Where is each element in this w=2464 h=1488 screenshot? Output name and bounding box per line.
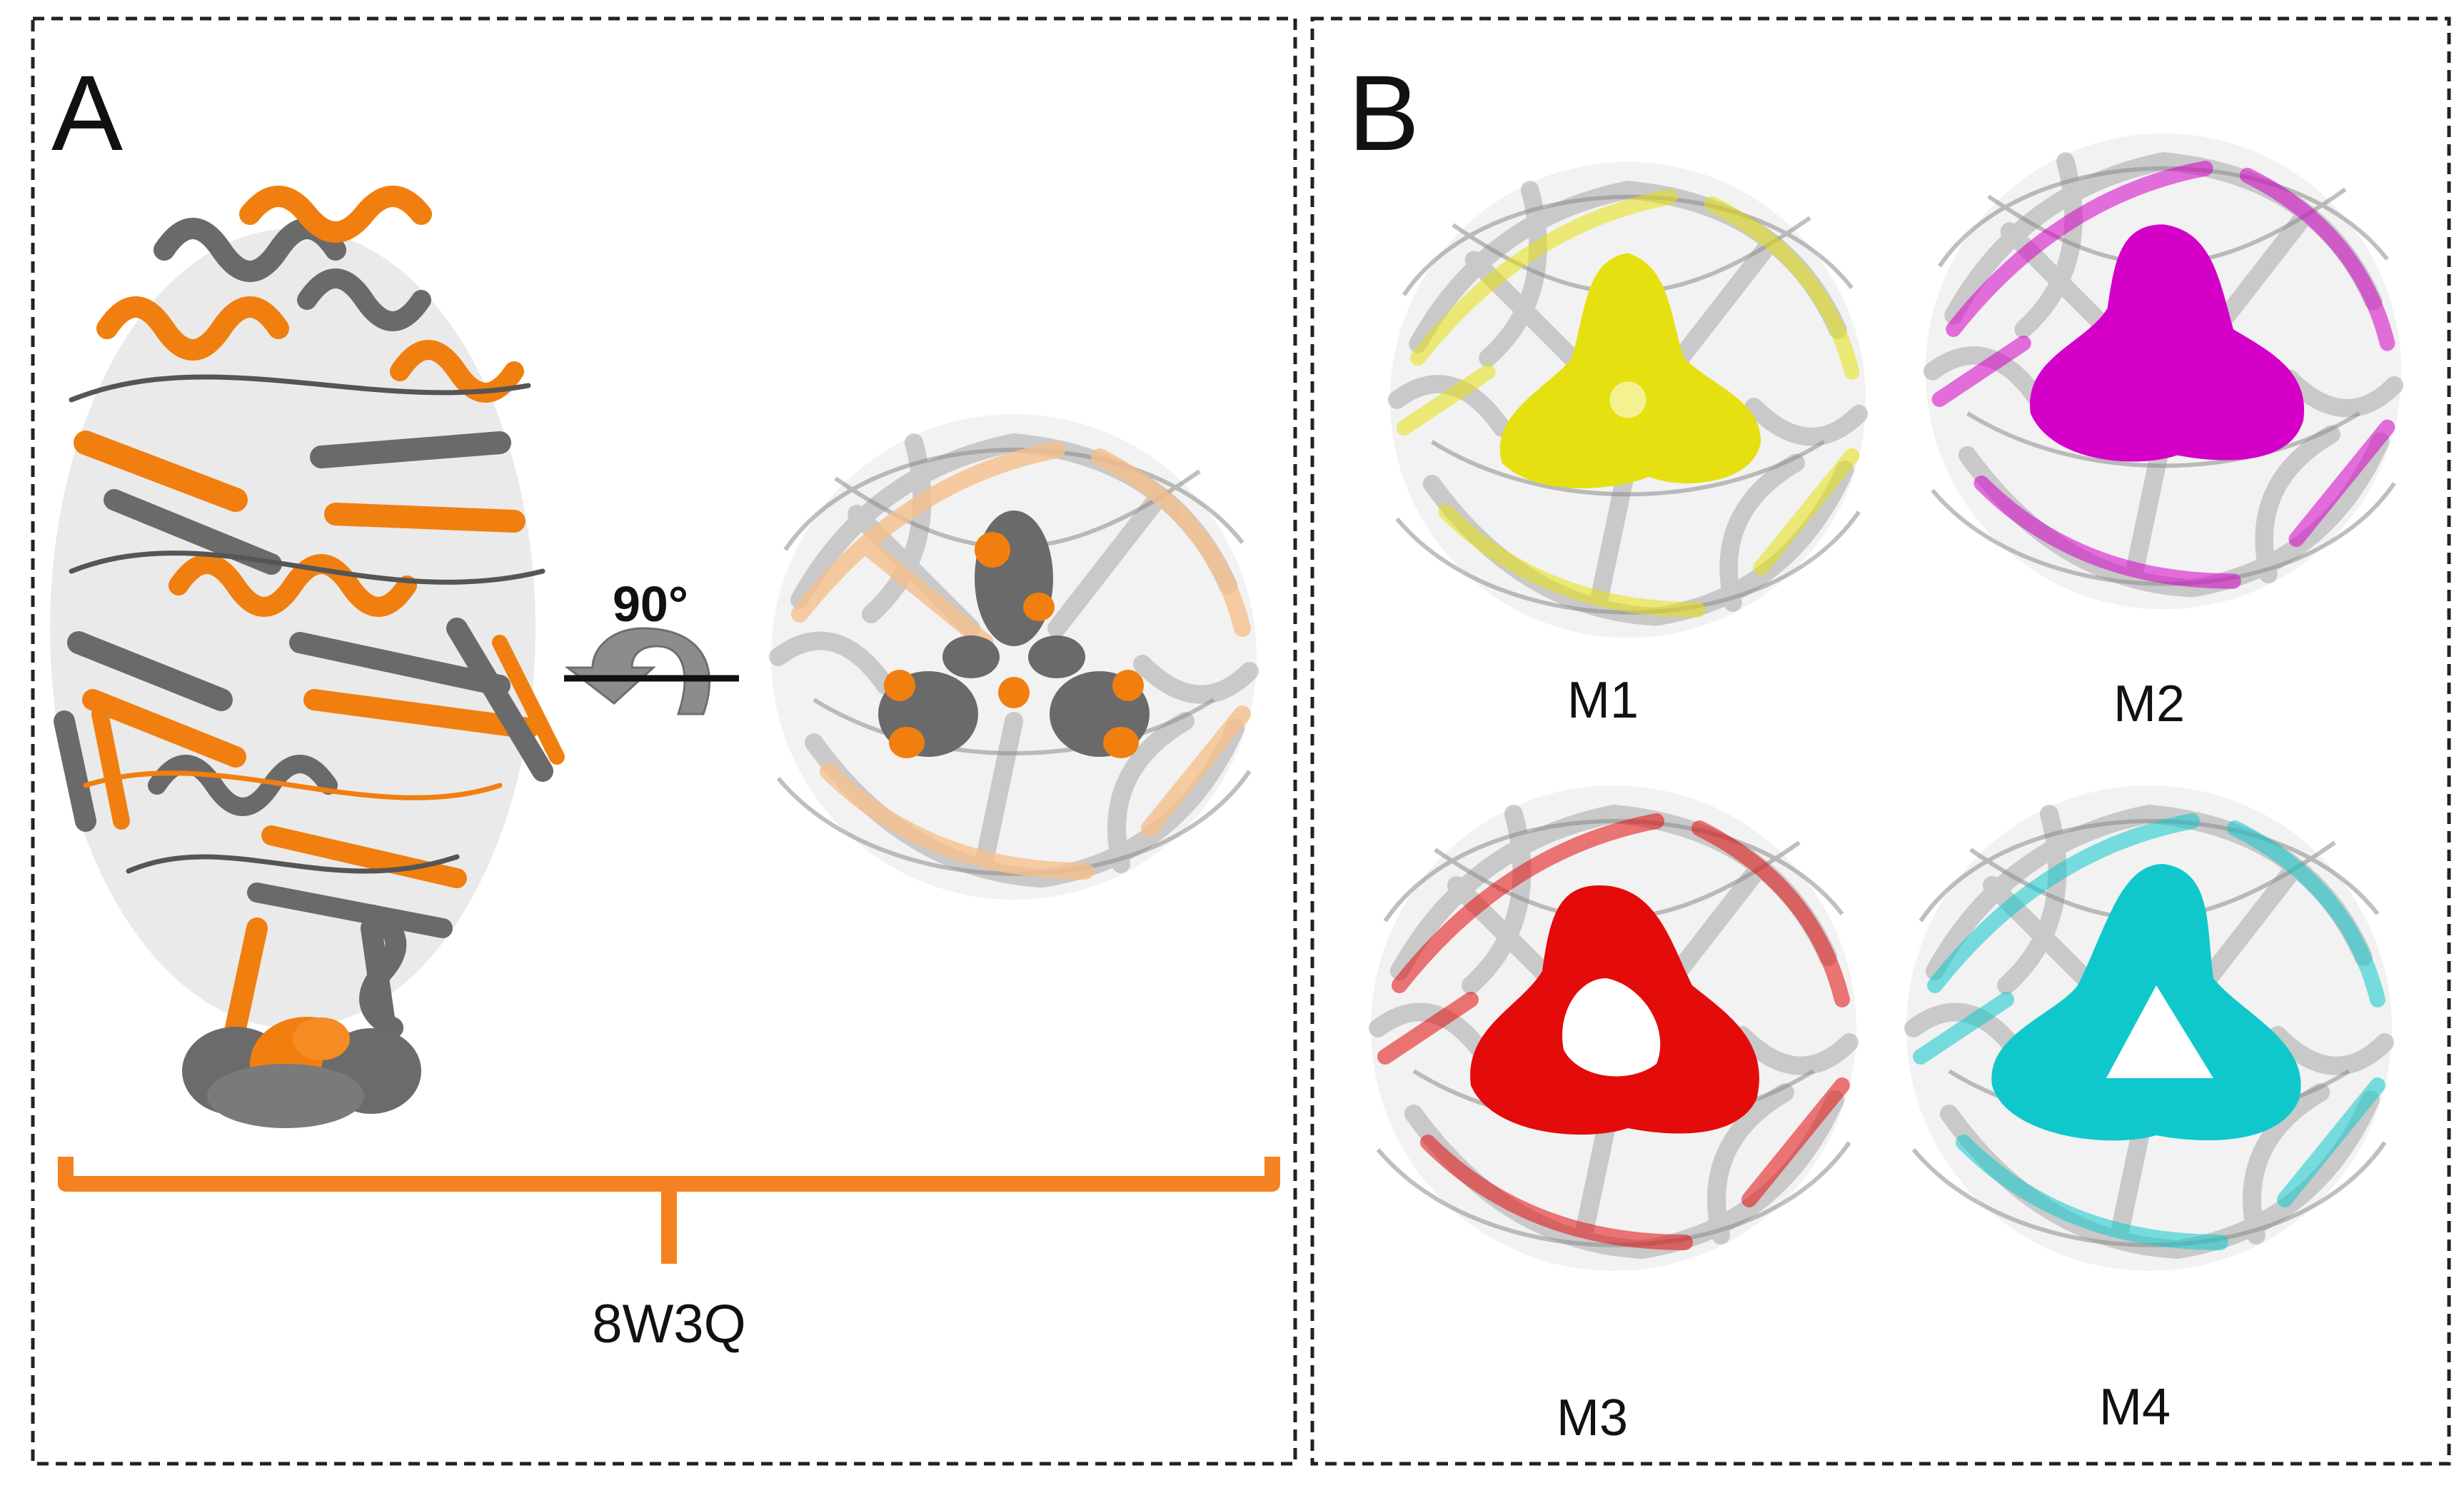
top-surface	[878, 511, 1150, 758]
structure-bracket	[58, 1157, 1280, 1264]
panel-a-border	[31, 16, 1297, 1466]
model-m1-cartoon	[1396, 189, 1860, 618]
model-m4-surface	[1991, 864, 2301, 1141]
model-m2-label: M2	[2113, 675, 2185, 733]
protein-side-view	[50, 186, 565, 1128]
model-m3-label: M3	[1557, 1389, 1628, 1447]
model-m1: M1	[1390, 162, 1866, 729]
model-m3-cartoon	[1377, 813, 1850, 1250]
model-m1-label: M1	[1567, 672, 1639, 729]
rotation-indicator: 90°	[564, 576, 739, 715]
structure-label: 8W3Q	[592, 1294, 745, 1354]
model-m4-cartoon	[1913, 813, 2385, 1250]
protein-top-view	[771, 414, 1257, 900]
rotation-label: 90°	[613, 576, 688, 632]
model-m3-surface	[1470, 885, 1759, 1135]
model-m2-surface	[2030, 224, 2305, 462]
panel-b-border	[1310, 16, 2451, 1466]
panel-a-letter: A	[51, 53, 123, 173]
model-m4-label: M4	[2099, 1379, 2171, 1436]
model-m2: M2	[1926, 134, 2401, 733]
model-m4: M4	[1906, 785, 2392, 1436]
bottom-surface	[182, 1017, 421, 1128]
model-m2-cartoon	[1931, 161, 2395, 589]
panel-b: B M1	[1310, 16, 2451, 1466]
model-m3: M3	[1371, 785, 1856, 1447]
model-m1-surface	[1499, 253, 1761, 488]
rotation-arrow-icon	[564, 627, 710, 715]
panel-b-letter: B	[1348, 53, 1419, 173]
panel-a: A	[31, 16, 1297, 1466]
